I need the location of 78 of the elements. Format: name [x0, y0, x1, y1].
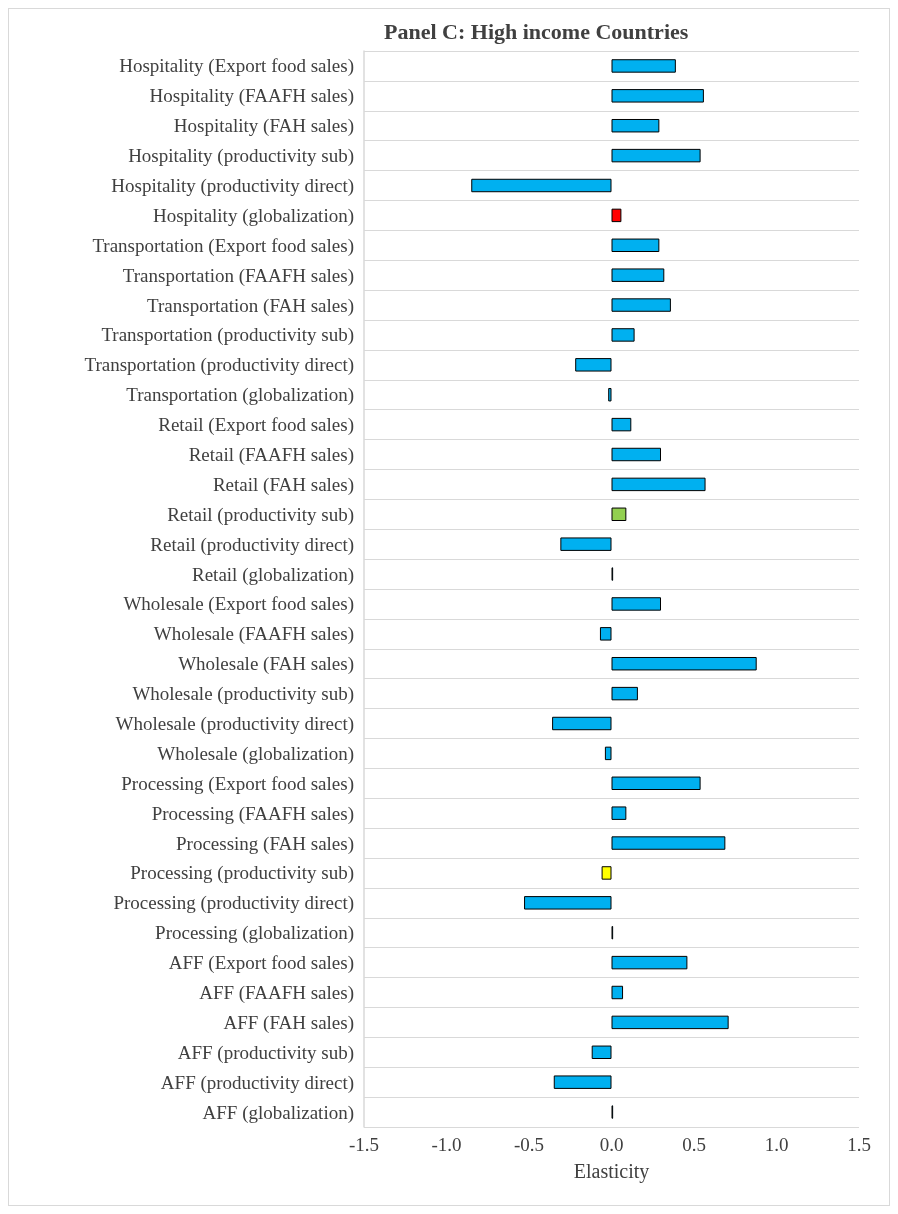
y-tick-label: Hospitality (FAH sales) — [173, 115, 354, 138]
bar — [611, 1015, 729, 1030]
bar — [611, 208, 622, 223]
x-axis-title: Elasticity — [573, 1160, 650, 1183]
y-tick-label: Transportation (Export food sales) — [92, 234, 354, 257]
x-tick-label: 0.0 — [599, 1134, 624, 1155]
bar — [611, 836, 726, 850]
y-tick-label: Hospitality (FAAFH sales) — [149, 85, 354, 108]
bar — [611, 268, 665, 282]
y-tick-label: Hospitality (productivity sub) — [128, 145, 354, 168]
bar — [611, 597, 661, 611]
bar — [611, 148, 701, 163]
bar — [611, 328, 635, 342]
bar — [611, 447, 661, 462]
bar — [611, 417, 632, 432]
bar — [524, 896, 612, 910]
y-tick-label: AFF (productivity sub) — [177, 1041, 354, 1064]
y-tick-label: Processing (globalization) — [155, 922, 354, 945]
bar — [591, 1045, 612, 1059]
y-tick-label: Transportation (productivity direct) — [84, 354, 354, 377]
bar — [611, 59, 676, 73]
bar — [611, 686, 638, 701]
bar — [599, 627, 612, 641]
bar — [611, 955, 688, 970]
bar — [611, 119, 660, 133]
bar — [611, 507, 627, 521]
x-tick-label: -0.5 — [513, 1134, 545, 1155]
bar — [604, 746, 612, 761]
y-tick-label: Retail (globalization) — [192, 563, 354, 586]
y-tick-label: Retail (productivity sub) — [167, 503, 354, 526]
x-tick-label: -1.5 — [348, 1134, 380, 1155]
y-tick-label: Wholesale (productivity direct) — [115, 713, 354, 735]
y-tick-label: Wholesale (productivity sub) — [132, 683, 354, 706]
y-tick-label: Transportation (productivity sub) — [101, 324, 354, 347]
y-tick-label: Processing (productivity sub) — [130, 862, 354, 885]
y-tick-label: AFF (globalization) — [202, 1101, 354, 1124]
chart-title: Panel C: High income Countries — [384, 18, 689, 44]
y-tick-label: Transportation (globalization) — [126, 384, 354, 407]
bar — [560, 537, 612, 551]
x-tick-label: 1.0 — [764, 1134, 789, 1155]
y-tick-label: Processing (Export food sales) — [121, 772, 354, 795]
bar — [611, 806, 627, 820]
bar — [471, 178, 612, 193]
y-tick-label: AFF (FAAFH sales) — [199, 982, 354, 1004]
y-tick-label: AFF (FAH sales) — [223, 1011, 354, 1034]
y-tick-label: Wholesale (FAH sales) — [178, 653, 354, 676]
y-tick-label: Transportation (FAAFH sales) — [122, 264, 354, 287]
y-tick-label: Hospitality (globalization) — [152, 204, 354, 227]
y-tick-label: Wholesale (globalization) — [157, 742, 354, 765]
x-tick-label: 1.5 — [847, 1134, 871, 1155]
bar — [575, 358, 612, 372]
y-tick-label: Retail (productivity direct) — [150, 533, 354, 556]
bar — [608, 388, 612, 402]
bar — [601, 866, 612, 880]
bar — [611, 985, 624, 1000]
bar — [611, 89, 704, 103]
y-tick-label: Processing (FAH sales) — [175, 832, 354, 855]
bar — [611, 238, 660, 252]
y-tick-label: Processing (FAAFH sales) — [151, 802, 354, 825]
x-tick-label: 0.5 — [682, 1134, 706, 1155]
y-tick-label: Retail (FAAFH sales) — [188, 444, 354, 466]
x-tick-label: -1.0 — [431, 1134, 462, 1155]
bar — [611, 477, 706, 492]
y-tick-label: Hospitality (Export food sales) — [119, 55, 354, 78]
y-tick-label: Transportation (FAH sales) — [147, 294, 354, 317]
y-tick-label: Processing (productivity direct) — [113, 892, 354, 915]
y-tick-label: Hospitality (productivity direct) — [111, 175, 354, 197]
y-tick-label: Wholesale (Export food sales) — [123, 593, 354, 616]
bar — [611, 298, 671, 312]
bar — [611, 657, 757, 671]
y-tick-label: AFF (Export food sales) — [168, 952, 354, 975]
bar — [552, 716, 612, 731]
bar — [611, 776, 701, 790]
y-tick-label: Wholesale (FAAFH sales) — [153, 623, 354, 646]
y-tick-label: Retail (FAH sales) — [212, 473, 354, 496]
y-tick-label: AFF (productivity direct) — [160, 1071, 354, 1094]
bar — [553, 1075, 612, 1089]
y-tick-label: Retail (Export food sales) — [158, 414, 354, 437]
